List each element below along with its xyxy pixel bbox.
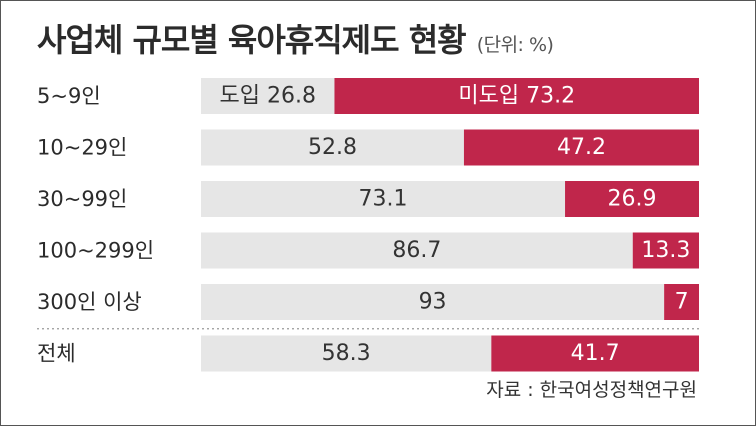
source-note: 자료 : 한국여성정책연구원: [486, 379, 697, 401]
bar-not-introduced: [664, 284, 699, 320]
bar-introduced: [201, 78, 335, 114]
data-label-introduced: 도입 26.8: [219, 84, 315, 109]
bar-not-introduced: [334, 78, 699, 114]
unit-note: (단위: %): [476, 34, 554, 56]
data-label-not-introduced: 26.9: [608, 187, 657, 212]
data-label-introduced: 52.8: [308, 135, 357, 160]
data-label-not-introduced: 7: [675, 290, 689, 315]
category-label: 300인 이상: [37, 290, 142, 314]
bar-introduced: [201, 232, 633, 269]
bar-not-introduced: [565, 181, 699, 217]
category-label: 100~299인: [37, 239, 154, 263]
data-label-introduced: 73.1: [359, 187, 408, 212]
title-row: 사업체 규모별 육아휴직제도 현황 (단위: %): [37, 15, 554, 61]
bar-introduced: [201, 335, 492, 372]
data-label-not-introduced: 미도입 73.2: [458, 84, 575, 109]
category-label: 5~9인: [37, 84, 101, 108]
bar-not-introduced: [632, 232, 699, 269]
chart-title: 사업체 규모별 육아휴직제도 현황: [37, 21, 467, 59]
bar-not-introduced: [491, 335, 699, 372]
bar-introduced: [201, 129, 464, 166]
bar-introduced: [201, 284, 665, 320]
bar-not-introduced: [463, 129, 699, 166]
data-label-introduced: 93: [419, 290, 447, 315]
category-label: 10~29인: [37, 136, 127, 160]
bar-introduced: [201, 181, 566, 217]
data-label-not-introduced: 41.7: [571, 341, 620, 366]
category-label: 30~99인: [37, 187, 127, 211]
data-label-introduced: 86.7: [392, 238, 441, 263]
data-label-not-introduced: 47.2: [557, 135, 606, 160]
data-label-introduced: 58.3: [322, 341, 371, 366]
category-label: 전체: [37, 342, 76, 366]
data-label-not-introduced: 13.3: [641, 238, 690, 263]
